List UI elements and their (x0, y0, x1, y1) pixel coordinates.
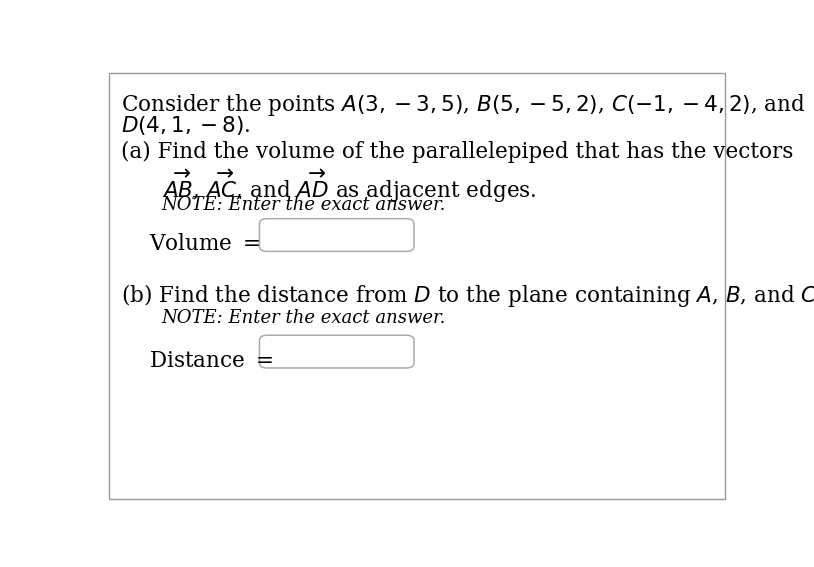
Text: NOTE: Enter the exact answer.: NOTE: Enter the exact answer. (162, 309, 446, 327)
Text: Consider the points $A(3,-3,5)$, $B(5,-5,2)$, $C(-1,-4,2)$, and: Consider the points $A(3,-3,5)$, $B(5,-5… (120, 92, 805, 118)
FancyBboxPatch shape (109, 73, 725, 500)
Text: NOTE: Enter the exact answer.: NOTE: Enter the exact answer. (162, 196, 446, 214)
Text: $D(4,1,-8)$.: $D(4,1,-8)$. (120, 114, 250, 137)
FancyBboxPatch shape (260, 335, 414, 368)
Text: Volume $=$: Volume $=$ (149, 233, 260, 255)
Text: (a) Find the volume of the parallelepiped that has the vectors: (a) Find the volume of the parallelepipe… (120, 141, 793, 163)
Text: $\overrightarrow{AB}$, $\overrightarrow{AC}$, and $\overrightarrow{AD}$ as adjac: $\overrightarrow{AB}$, $\overrightarrow{… (162, 168, 536, 205)
FancyBboxPatch shape (260, 219, 414, 251)
Text: (b) Find the distance from $D$ to the plane containing $A$, $B$, and $C$.: (b) Find the distance from $D$ to the pl… (120, 282, 814, 309)
Text: Distance $=$: Distance $=$ (149, 350, 273, 371)
